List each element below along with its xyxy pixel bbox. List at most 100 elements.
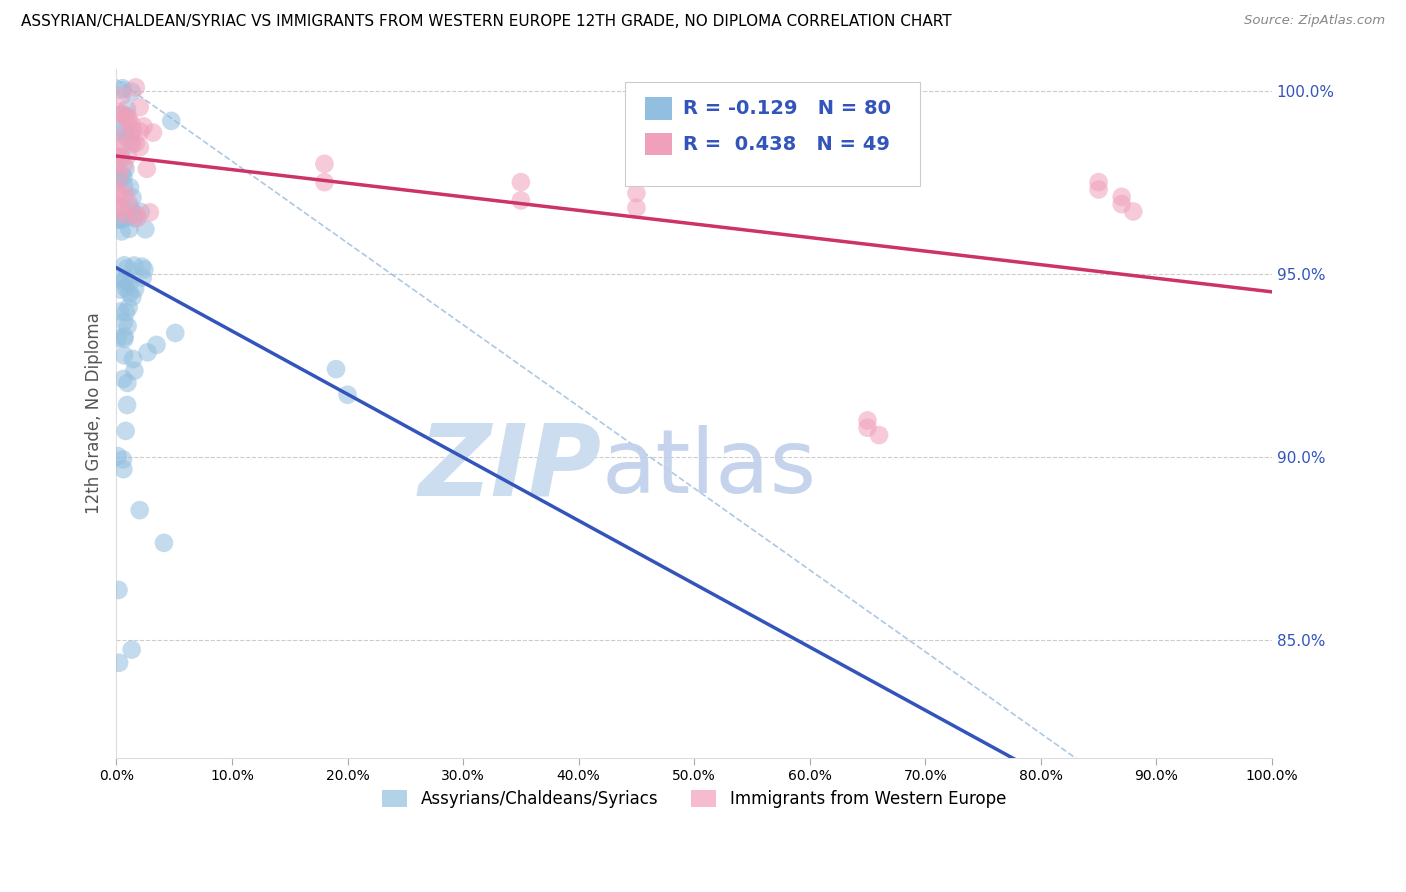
- Point: [118, 286, 141, 301]
- Point: [124, 364, 146, 378]
- Point: [108, 105, 131, 120]
- Point: [107, 171, 129, 186]
- Point: [111, 452, 134, 467]
- Point: [509, 194, 531, 208]
- Point: [108, 169, 131, 184]
- Point: [111, 224, 134, 238]
- Point: [112, 178, 135, 193]
- Point: [129, 205, 152, 219]
- Point: [153, 536, 176, 550]
- Point: [114, 424, 136, 438]
- Point: [112, 258, 135, 272]
- Point: [125, 80, 148, 95]
- Point: [114, 187, 136, 202]
- Point: [112, 123, 135, 137]
- Point: [139, 205, 162, 219]
- Point: [112, 108, 135, 122]
- Point: [107, 331, 129, 345]
- Point: [112, 348, 135, 362]
- Point: [107, 582, 129, 597]
- Point: [117, 376, 139, 390]
- Point: [107, 185, 129, 199]
- Point: [115, 398, 138, 412]
- Point: [131, 260, 153, 274]
- Point: [128, 140, 150, 154]
- Point: [111, 83, 134, 97]
- Point: [107, 107, 129, 121]
- Point: [314, 175, 336, 189]
- Point: [112, 372, 135, 386]
- Point: [134, 262, 156, 277]
- Point: [142, 126, 165, 140]
- Point: [134, 222, 156, 236]
- Point: [107, 149, 129, 163]
- Point: [122, 352, 145, 367]
- Point: [117, 319, 139, 334]
- Point: [509, 175, 531, 189]
- Point: [112, 462, 135, 476]
- Text: ASSYRIAN/CHALDEAN/SYRIAC VS IMMIGRANTS FROM WESTERN EUROPE 12TH GRADE, NO DIPLOM: ASSYRIAN/CHALDEAN/SYRIAC VS IMMIGRANTS F…: [21, 14, 952, 29]
- Point: [120, 209, 142, 223]
- Text: R =  0.438   N = 49: R = 0.438 N = 49: [683, 135, 890, 153]
- Point: [118, 222, 141, 236]
- Point: [127, 211, 149, 225]
- Point: [125, 208, 148, 222]
- Point: [626, 186, 648, 201]
- Point: [114, 208, 136, 222]
- Point: [110, 150, 132, 164]
- Legend: Assyrians/Chaldeans/Syriacs, Immigrants from Western Europe: Assyrians/Chaldeans/Syriacs, Immigrants …: [375, 783, 1012, 814]
- Text: ZIP: ZIP: [419, 420, 602, 516]
- Point: [120, 201, 142, 215]
- Point: [115, 130, 138, 145]
- Point: [118, 180, 141, 194]
- Point: [121, 290, 143, 304]
- Point: [121, 85, 143, 99]
- Point: [115, 102, 138, 116]
- Point: [856, 413, 879, 427]
- Point: [112, 332, 135, 346]
- Point: [121, 642, 143, 657]
- Point: [115, 281, 138, 295]
- Point: [626, 201, 648, 215]
- Text: R = -0.129   N = 80: R = -0.129 N = 80: [683, 99, 890, 118]
- Point: [114, 329, 136, 343]
- Point: [107, 155, 129, 169]
- Point: [120, 127, 142, 141]
- Point: [108, 171, 131, 186]
- Point: [112, 157, 135, 171]
- Point: [336, 388, 359, 402]
- Point: [107, 144, 129, 158]
- Point: [107, 198, 129, 212]
- Point: [111, 212, 134, 227]
- Point: [111, 202, 134, 217]
- Point: [124, 211, 146, 226]
- Point: [107, 212, 129, 227]
- Point: [111, 81, 134, 95]
- Point: [118, 300, 141, 314]
- FancyBboxPatch shape: [624, 82, 920, 186]
- Point: [110, 150, 132, 164]
- Point: [114, 161, 136, 176]
- Point: [868, 428, 890, 442]
- Point: [1122, 204, 1144, 219]
- Point: [114, 128, 136, 142]
- Point: [128, 100, 150, 114]
- Point: [110, 88, 132, 103]
- Point: [136, 345, 159, 359]
- Point: [1087, 175, 1109, 189]
- Point: [122, 259, 145, 273]
- Point: [121, 137, 143, 152]
- Point: [128, 503, 150, 517]
- FancyBboxPatch shape: [644, 97, 672, 120]
- Point: [110, 139, 132, 153]
- Point: [145, 338, 167, 352]
- Point: [110, 283, 132, 297]
- Point: [117, 195, 139, 210]
- Point: [1087, 182, 1109, 196]
- Point: [114, 271, 136, 285]
- Point: [107, 125, 129, 139]
- Point: [107, 187, 129, 202]
- Y-axis label: 12th Grade, No Diploma: 12th Grade, No Diploma: [86, 312, 103, 514]
- Point: [132, 270, 155, 285]
- Point: [112, 315, 135, 329]
